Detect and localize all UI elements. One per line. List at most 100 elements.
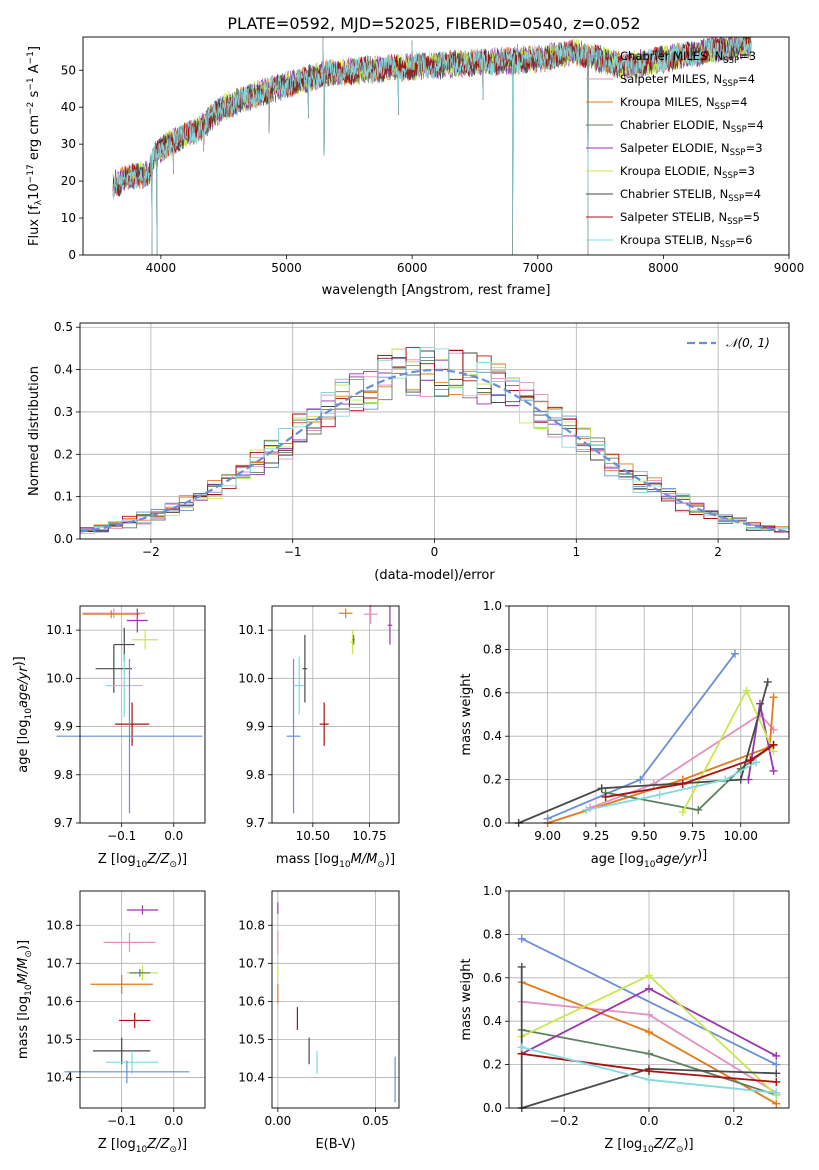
x-tick-label: −0.1 bbox=[107, 1114, 136, 1128]
weight-point bbox=[636, 775, 645, 784]
label-sub: 10 bbox=[136, 1145, 148, 1155]
y-tick-label: 10.1 bbox=[46, 623, 73, 637]
y-tick-label: 0.4 bbox=[54, 363, 73, 377]
legend-sub: SSP bbox=[723, 56, 739, 66]
spectrum-panel: 4000 5000 6000 7000 8000 9000 0 10 20 30 40 50 wavel… bbox=[26, 36, 805, 298]
x-tick-label: 10.75 bbox=[352, 829, 386, 843]
y-tick-label: 10.8 bbox=[46, 918, 73, 932]
label-sub: 10 bbox=[136, 860, 148, 870]
legend-name: Salpeter ELODIE, N bbox=[620, 141, 730, 155]
legend-entry: Chabrier STELIB, NSSP=4 bbox=[620, 187, 761, 204]
x-tick-label: 0.0 bbox=[164, 829, 183, 843]
y-tick-label: 10.8 bbox=[238, 918, 265, 932]
x-tick-label: −0.2 bbox=[550, 1114, 579, 1128]
y-tick-label: 10.4 bbox=[46, 1071, 73, 1085]
legend-entry: Kroupa MILES, NSSP=4 bbox=[620, 95, 747, 112]
x-tick-label: 0.05 bbox=[362, 1114, 389, 1128]
y-tick-label: 20 bbox=[61, 174, 76, 188]
y-tick-label: 0.2 bbox=[483, 1058, 502, 1072]
y-tick-label: 0.1 bbox=[54, 490, 73, 504]
figure-title: PLATE=0592, MJD=52025, FIBERID=0540, z=0… bbox=[227, 14, 640, 33]
y-tick-label: 10.5 bbox=[238, 1032, 265, 1046]
legend-entry: Kroupa ELODIE, NSSP=3 bbox=[620, 164, 755, 181]
label-part: age [log bbox=[591, 852, 644, 867]
y-tick-label: 0.8 bbox=[483, 927, 502, 941]
x-tick-label: −0.1 bbox=[107, 829, 136, 843]
weight-point bbox=[517, 1043, 526, 1052]
y-tick-label: 0.0 bbox=[483, 816, 502, 830]
y-tick-label: 9.8 bbox=[54, 768, 73, 782]
label-part: )] bbox=[177, 852, 187, 867]
y-label-part: Flux [f bbox=[27, 205, 42, 246]
legend-entry: Kroupa STELIB, NSSP=6 bbox=[620, 233, 752, 250]
axes-frame bbox=[79, 322, 790, 540]
x-tick-label: 9.75 bbox=[679, 829, 706, 843]
weight-point bbox=[678, 808, 687, 817]
weight-point bbox=[742, 686, 751, 695]
label-part: age [log bbox=[16, 720, 31, 773]
label-sub: 10 bbox=[644, 860, 656, 870]
legend-name: Chabrier MILES, N bbox=[620, 49, 723, 63]
label-part: mass [log bbox=[276, 852, 339, 867]
x-axis-label: E(B-V) bbox=[315, 1137, 355, 1152]
x-tick-label: −2 bbox=[142, 545, 160, 559]
weight-point bbox=[678, 779, 687, 788]
weight-point bbox=[597, 784, 606, 793]
weight-point bbox=[645, 1028, 653, 1037]
y-tick-label: 10.1 bbox=[238, 623, 265, 637]
weight-point bbox=[645, 1067, 653, 1076]
label-sub: 10 bbox=[24, 984, 34, 996]
legend-nssp: =4 bbox=[747, 118, 764, 132]
spectrum-lines bbox=[112, 37, 752, 255]
legend-nssp: =5 bbox=[743, 210, 760, 224]
normal-curve bbox=[80, 368, 789, 533]
label-sub: 10 bbox=[339, 860, 351, 870]
y-tick-label: 9.9 bbox=[54, 720, 73, 734]
y-tick-label: 10.6 bbox=[46, 994, 73, 1008]
y-tick-label: 0.6 bbox=[483, 971, 502, 985]
x-axis-label: mass [log10M/M⊙)] bbox=[276, 852, 395, 870]
weight-point bbox=[645, 1049, 653, 1058]
weight-point bbox=[645, 971, 653, 980]
legend-sub: SSP bbox=[720, 240, 736, 250]
axes-frame bbox=[79, 605, 206, 824]
weights-vs-age-panel: 9.00 9.25 9.50 9.75 10.00 0.0 0.2 0.4 0.6 0.8 1.0 a… bbox=[459, 599, 790, 870]
x-axis-label: Z [log10Z/Z⊙)] bbox=[98, 852, 187, 870]
y-tick-label: 9.7 bbox=[54, 816, 73, 830]
x-axis-label: (data-model)/error bbox=[374, 568, 495, 583]
weight-point bbox=[752, 758, 761, 767]
weight-point bbox=[763, 677, 772, 686]
age-vs-z-panel: −0.1 0.09.79.89.910.010.1Z [log10Z/Z⊙)]ag… bbox=[12, 605, 206, 870]
legend-nssp: =3 bbox=[746, 141, 763, 155]
y-tick-label: 0.5 bbox=[54, 320, 73, 334]
weight-line-chabrier_elodie bbox=[605, 744, 775, 811]
weight-point bbox=[655, 790, 664, 799]
y-axis-label: mass [log10M/M⊙)] bbox=[16, 940, 34, 1059]
label-part: )] bbox=[12, 656, 27, 666]
weight-point bbox=[769, 766, 778, 775]
y-tick-label: 0.2 bbox=[54, 447, 73, 461]
label-sub: 10 bbox=[642, 1145, 654, 1155]
x-tick-label: 5000 bbox=[271, 261, 302, 275]
y-label-part: erg cm bbox=[27, 115, 42, 164]
y-tick-label: 0.0 bbox=[54, 532, 73, 546]
x-tick-label: −1 bbox=[284, 545, 302, 559]
x-tick-label: 9000 bbox=[774, 261, 805, 275]
weight-point bbox=[601, 792, 610, 801]
label-part: )] bbox=[177, 1137, 187, 1152]
y-axis-label: Normed distribution bbox=[27, 366, 42, 496]
x-tick-label: 2 bbox=[714, 545, 722, 559]
y-tick-label: 9.7 bbox=[246, 816, 265, 830]
y-tick-label: 50 bbox=[61, 63, 76, 77]
weight-point bbox=[517, 962, 526, 971]
x-tick-label: 0.0 bbox=[639, 1114, 658, 1128]
x-axis-label: age [log10age/yr)] bbox=[591, 848, 708, 870]
weight-point bbox=[730, 649, 739, 658]
label-part: age/yr bbox=[16, 665, 31, 708]
legend-name: Chabrier ELODIE, N bbox=[620, 118, 731, 132]
y-tick-label: 9.8 bbox=[246, 768, 265, 782]
weight-point bbox=[645, 1010, 653, 1019]
legend-name: Kroupa STELIB, N bbox=[620, 233, 720, 247]
x-tick-label: 0.2 bbox=[724, 1114, 743, 1128]
legend-sub: SSP bbox=[730, 148, 746, 158]
